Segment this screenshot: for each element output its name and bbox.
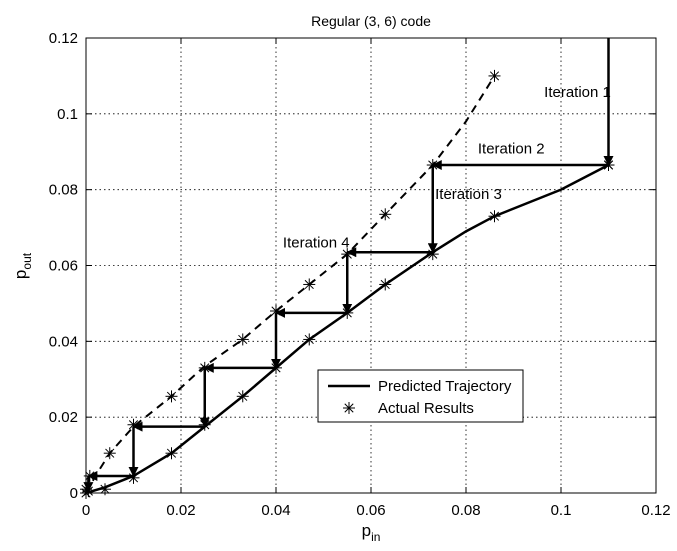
actual-result-marker — [127, 471, 140, 484]
iteration-annotation: Iteration 4 — [283, 234, 350, 251]
staircase-arrows — [83, 38, 614, 493]
grid — [86, 38, 656, 493]
legend-asterisk-glyph — [343, 402, 355, 414]
legend-label-predicted: Predicted Trajectory — [378, 378, 512, 395]
x-tick-label: 0.02 — [166, 502, 195, 519]
legend-asterisk-symbol — [343, 402, 355, 414]
actual-result-marker — [236, 333, 249, 346]
actual-result-marker — [341, 306, 354, 319]
actual-result-marker — [488, 69, 501, 82]
legend-label-actual: Actual Results — [378, 400, 474, 417]
legend-box — [317, 369, 524, 423]
legend: Predicted Trajectory Actual Results — [317, 369, 524, 423]
chart-title: Regular (3, 6) code — [311, 13, 431, 29]
y-tick-label: 0.02 — [49, 409, 78, 426]
actual-result-marker — [270, 361, 282, 374]
actual-result-marker — [488, 210, 501, 223]
actual-result-marker — [165, 390, 178, 403]
actual-result-marker — [426, 159, 439, 172]
y-tick-label: 0.08 — [49, 182, 78, 199]
iteration-annotation: Iteration 3 — [435, 186, 502, 203]
ticks: 0 0.02 0.04 0.06 0.08 0.1 0.12 0 0.02 0.04 0.06 0.0… — [49, 30, 671, 519]
iteration-annotation: Iteration 2 — [478, 141, 545, 158]
actual-result-marker — [602, 159, 615, 172]
x-tick-label: 0.06 — [356, 502, 385, 519]
actual-result-marker — [198, 418, 211, 431]
y-tick-label: 0.1 — [57, 106, 78, 123]
predicted-trajectory-line — [85, 163, 610, 495]
y-tick-label: 0 — [70, 485, 78, 502]
dashed-trajectory-line — [85, 75, 496, 494]
x-tick-label: 0.08 — [451, 502, 480, 519]
actual-result-marker — [270, 305, 282, 317]
actual-result-marker — [426, 248, 439, 261]
y-tick-label: 0.06 — [49, 258, 78, 275]
x-axis-label: pin — [362, 521, 381, 544]
markers-layer — [80, 69, 615, 499]
y-tick-label: 0.04 — [49, 333, 78, 350]
x-tick-label: 0.12 — [641, 502, 670, 519]
x-tick-label: 0.1 — [551, 502, 572, 519]
x-tick-label: 0 — [82, 502, 90, 519]
actual-result-marker — [127, 418, 140, 431]
actual-result-marker — [103, 447, 116, 460]
actual-result-marker — [165, 447, 178, 460]
actual-result-marker — [379, 208, 392, 221]
actual-result-marker — [341, 248, 354, 261]
x-tick-label: 0.04 — [261, 502, 290, 519]
iteration-annotation: Iteration 1 — [544, 84, 611, 101]
y-tick-label: 0.12 — [49, 30, 78, 47]
actual-result-marker — [303, 333, 316, 346]
actual-result-marker — [303, 278, 316, 291]
actual-result-marker — [379, 278, 392, 291]
actual-result-marker — [198, 361, 211, 374]
annotations: Iteration 1 Iteration 2 Iteration 3 Iterati… — [283, 84, 611, 252]
y-axis-label: pout — [11, 252, 34, 279]
actual-result-marker — [236, 390, 249, 403]
